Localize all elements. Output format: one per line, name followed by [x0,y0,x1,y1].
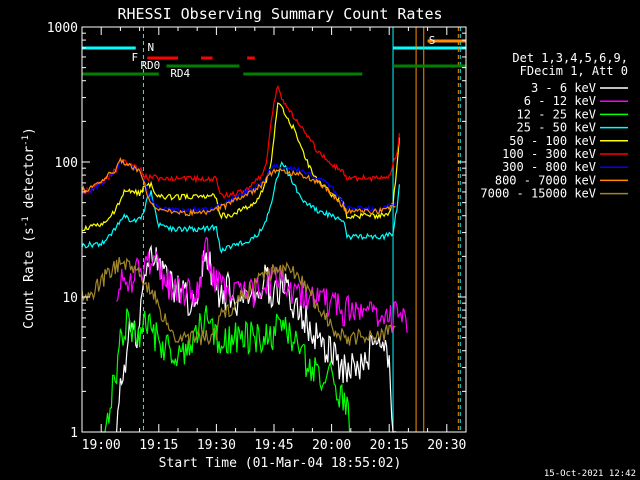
y-axis-label-main: Count Rate (s [22,227,37,329]
y-axis-label-mid: detector [22,146,37,217]
y-axis-label-sup2: -1 [21,135,31,146]
y-axis-label-end: ) [22,127,37,135]
x-tick-label: 19:45 [254,438,293,453]
y-tick-label: 1 [70,426,78,441]
axes: 1 10 100 1000 19:00 19:15 19:30 19:45 20:00 20:15… [47,21,467,453]
marker-RD0: RD0 [140,59,160,72]
x-tick-label: 20:30 [427,438,466,453]
x-tick-label: 19:15 [139,438,178,453]
marker-S: S [429,34,436,47]
series-line-3 [81,160,400,254]
timestamp: 15-Oct-2021 12:42 [544,469,636,479]
x-tick-label: 19:30 [197,438,236,453]
x-tick-label: 19:00 [82,438,121,453]
x-tick-label: 20:15 [370,438,409,453]
series-line-5 [81,84,400,199]
series-line-6 [81,157,397,215]
x-tick-label: 20:00 [312,438,351,453]
legend-entry-5: 100 - 300 keV [502,147,596,161]
legend-entry-1: 6 - 12 keV [524,94,596,108]
marker-F: F [131,51,138,64]
y-tick-label: 100 [55,156,78,171]
legend-entry-2: 12 - 25 keV [517,107,596,121]
y-tick-label: 10 [62,291,78,306]
y-tick-label: 1000 [47,21,78,36]
legend-entry-0: 3 - 6 keV [531,81,596,95]
x-axis-label: Start Time (01-Mar-04 18:55:02) [159,456,402,471]
legend-header-1: FDecim 1, Att 0 [520,64,628,78]
series-line-8 [81,256,396,346]
series-line-7 [81,157,396,217]
marker-N: N [147,41,154,54]
legend-entry-4: 50 - 100 keV [509,134,596,148]
series-line-0 [116,244,396,433]
chart-title: RHESSI Observing Summary Count Rates [117,5,442,23]
series-line-2 [101,305,351,433]
marker-RD4: RD4 [170,67,190,80]
series-line-1 [116,236,408,333]
y-axis-label: Count Rate (s-1 detector-1) [21,127,37,329]
y-axis-label-sup1: -1 [21,216,31,227]
legend-entry-3: 25 - 50 keV [517,121,596,135]
plot-frame [81,26,467,433]
series-lines [81,84,408,433]
legend-entry-6: 300 - 800 keV [502,160,596,174]
legend-header-0: Det 1,3,4,5,6,9, [512,51,628,65]
legend-entry-7: 800 - 7000 keV [495,173,596,187]
legend: Det 1,3,4,5,6,9,FDecim 1, Att 0 3 - 6 keV… [480,51,628,201]
series-line-4 [81,102,400,232]
legend-entry-8: 7000 - 15000 keV [480,187,596,201]
